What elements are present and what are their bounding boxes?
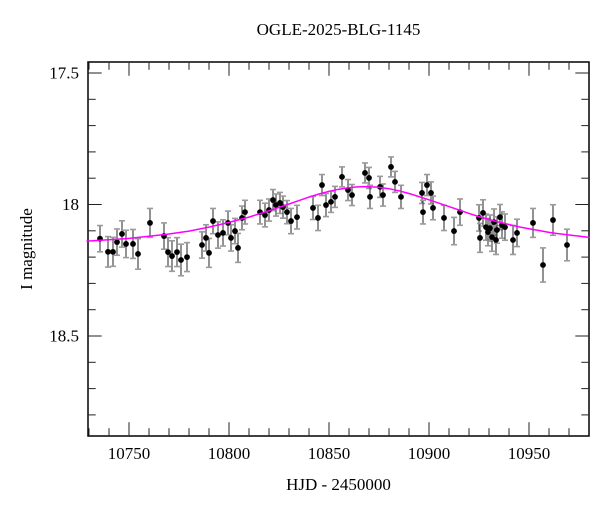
plot-title: OGLE-2025-BLG-1145: [256, 20, 421, 39]
x-tick-label: 10800: [208, 444, 251, 463]
data-point: [270, 197, 276, 203]
data-point: [502, 224, 508, 231]
data-point: [315, 215, 321, 221]
data-point: [339, 173, 345, 180]
data-point: [178, 257, 184, 263]
data-point: [119, 231, 125, 237]
data-point: [105, 248, 111, 255]
data-point: [367, 193, 373, 200]
data-point: [497, 214, 503, 221]
data-point: [451, 228, 457, 234]
data-point: [203, 235, 209, 241]
data-point: [114, 239, 120, 246]
data-point: [220, 230, 226, 236]
x-tick-label: 10900: [408, 444, 451, 463]
data-point: [441, 215, 447, 221]
data-point: [419, 190, 425, 196]
data-point: [199, 242, 205, 248]
data-point: [480, 210, 486, 216]
data-point: [510, 237, 516, 243]
x-tick-label: 10750: [108, 444, 151, 463]
data-point: [147, 220, 153, 226]
x-tick-label: 10950: [508, 444, 551, 463]
data-point: [428, 190, 434, 196]
data-point: [540, 262, 546, 268]
data-point: [206, 249, 212, 256]
data-point: [174, 249, 180, 256]
data-point: [294, 214, 300, 221]
data-point: [228, 235, 234, 241]
data-point: [477, 235, 483, 241]
data-point: [165, 249, 171, 256]
data-point: [530, 220, 536, 226]
data-point: [398, 193, 404, 200]
data-point: [388, 163, 394, 170]
data-point: [514, 230, 520, 236]
data-point: [564, 242, 570, 248]
data-point: [366, 175, 372, 181]
plot-frame: [87, 61, 590, 437]
data-point: [349, 192, 355, 198]
model-curve: [86, 185, 590, 242]
data-point: [550, 217, 556, 223]
y-tick-label: 17.5: [49, 64, 79, 83]
data-point: [262, 212, 268, 218]
data-point: [130, 241, 136, 247]
data-point: [169, 253, 175, 259]
data-point: [277, 200, 283, 206]
data-point: [232, 228, 238, 234]
data-point: [328, 198, 334, 205]
data-point: [487, 225, 493, 232]
data-point: [430, 205, 436, 211]
data-point: [489, 234, 495, 241]
data-point: [123, 241, 129, 247]
data-point: [184, 254, 190, 260]
data-point: [135, 251, 141, 257]
data-point: [420, 209, 426, 216]
data-point: [424, 182, 430, 188]
data-point: [392, 178, 398, 185]
data-point: [494, 227, 500, 233]
x-axis-title: HJD - 2450000: [286, 475, 391, 494]
data-point: [380, 192, 386, 198]
x-tick-label: 10850: [308, 444, 351, 463]
data-point: [215, 232, 221, 238]
data-point: [284, 209, 290, 216]
data-point: [210, 218, 216, 224]
data-point: [332, 193, 338, 200]
data-point: [362, 170, 368, 176]
data-point: [310, 205, 316, 211]
data-point: [242, 209, 248, 216]
data-point: [323, 202, 329, 208]
data-point: [493, 237, 499, 243]
y-tick-label: 18: [62, 195, 79, 214]
y-tick-label: 18.5: [49, 327, 79, 346]
data-point: [110, 248, 116, 255]
data-point: [235, 244, 241, 251]
data-point: [288, 218, 294, 224]
data-point: [319, 182, 325, 188]
